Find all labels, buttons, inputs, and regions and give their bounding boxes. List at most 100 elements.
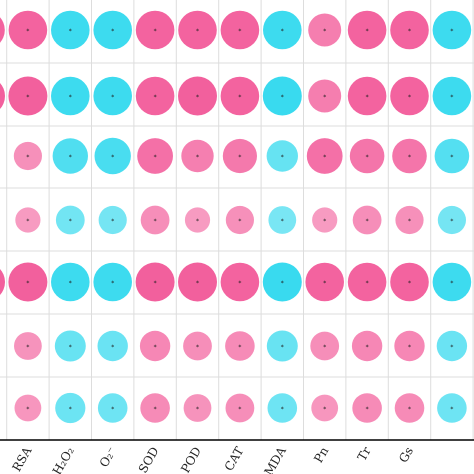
significance-star: * <box>366 344 369 351</box>
correlation-bubble <box>98 205 127 235</box>
x-tick-label: RSA <box>9 444 34 474</box>
correlation-bubble <box>436 330 468 362</box>
correlation-bubble <box>225 393 255 423</box>
significance-star: * <box>111 28 114 35</box>
correlation-bubble <box>51 76 90 116</box>
significance-star: * <box>366 406 369 413</box>
correlation-bubble <box>347 76 387 116</box>
significance-star: * <box>366 154 369 161</box>
correlation-bubble <box>183 331 212 361</box>
correlation-bubble <box>392 138 427 174</box>
bubble-layer: * * * * * * * * * * * * * * * * * * * * * * * * * * * * * * * * * * * * * * * *… <box>0 10 472 424</box>
correlation-bubble <box>55 392 86 424</box>
significance-star: * <box>196 218 199 225</box>
significance-star: * <box>111 218 114 225</box>
correlation-bubble <box>135 10 175 50</box>
x-tick-label: SOD <box>136 445 162 474</box>
correlation-bubble <box>14 394 42 422</box>
correlation-bubble <box>267 393 298 423</box>
significance-star: * <box>450 94 453 101</box>
correlation-bubble <box>14 332 42 360</box>
significance-star: * <box>154 344 157 351</box>
correlation-bubble <box>8 10 48 50</box>
significance-star: * <box>323 28 326 35</box>
x-tick-label: H₂O₂ <box>50 444 77 474</box>
significance-star: * <box>450 28 453 35</box>
significance-star: * <box>366 280 369 287</box>
significance-star: * <box>196 154 199 161</box>
significance-star: * <box>111 344 114 351</box>
correlation-bubble <box>97 330 128 362</box>
significance-star: * <box>69 406 72 413</box>
significance-star: * <box>323 280 326 287</box>
significance-star: * <box>154 280 157 287</box>
correlation-bubble <box>434 138 470 174</box>
correlation-bubble <box>437 205 466 235</box>
correlation-bubble <box>268 206 297 234</box>
significance-star: * <box>408 344 411 351</box>
correlation-bubble <box>184 207 211 233</box>
significance-star: * <box>196 28 199 35</box>
correlation-bubble <box>178 76 217 116</box>
correlation-bubble <box>139 330 171 362</box>
significance-star: * <box>26 154 29 161</box>
correlation-bubble <box>181 139 214 173</box>
correlation-bubble <box>437 393 467 423</box>
significance-star: * <box>450 154 453 161</box>
correlation-bubble <box>55 205 85 235</box>
x-tick-label: Gs <box>396 445 416 466</box>
significance-star: * <box>69 28 72 35</box>
x-tick-label: MDA <box>261 444 289 474</box>
significance-star: * <box>111 280 114 287</box>
correlation-bubble <box>54 330 86 362</box>
significance-star: * <box>238 280 241 287</box>
significance-star: * <box>69 94 72 101</box>
significance-star: * <box>154 218 157 225</box>
correlation-bubble <box>349 138 385 174</box>
correlation-bubble <box>225 205 254 235</box>
significance-star: * <box>26 280 29 287</box>
correlation-bubble <box>52 138 88 174</box>
significance-star: * <box>196 344 199 351</box>
significance-star: * <box>238 28 241 35</box>
correlation-bubble <box>97 393 128 423</box>
x-tick-label: O₂⁻ <box>97 445 120 470</box>
significance-star: * <box>69 344 72 351</box>
significance-star: * <box>69 154 72 161</box>
significance-star: * <box>323 94 326 101</box>
significance-star: * <box>281 344 284 351</box>
correlation-bubble <box>308 79 342 113</box>
correlation-bubble <box>220 76 260 116</box>
correlation-bubble <box>93 76 132 116</box>
significance-star: * <box>281 28 284 35</box>
significance-star: * <box>408 154 411 161</box>
correlation-bubble <box>263 10 302 50</box>
correlation-bubble <box>8 262 48 302</box>
correlation-bubble <box>306 138 343 174</box>
correlation-bubble <box>140 393 170 423</box>
significance-star: * <box>366 28 369 35</box>
correlation-bubble <box>0 82 5 110</box>
correlation-bubble <box>140 205 170 235</box>
significance-star: * <box>281 218 284 225</box>
correlation-bubble <box>0 17 5 43</box>
correlation-bubble <box>225 331 255 361</box>
significance-star: * <box>450 344 453 351</box>
correlation-bubble <box>312 207 338 233</box>
correlation-bubble <box>351 330 383 362</box>
significance-star: * <box>281 406 284 413</box>
x-tick-label: Pn <box>311 444 331 465</box>
significance-star: * <box>196 406 199 413</box>
correlation-bubble <box>308 13 342 47</box>
significance-star: * <box>69 280 72 287</box>
significance-star: * <box>154 154 157 161</box>
correlation-bubble <box>51 262 90 302</box>
correlation-bubble <box>178 262 217 302</box>
significance-star: * <box>238 406 241 413</box>
x-axis-labels: RSA H₂O₂ O₂⁻ SOD POD CAT MDA Pn Tr Gs <box>9 444 416 474</box>
correlation-bubble <box>262 76 302 116</box>
significance-star: * <box>281 280 284 287</box>
significance-star: * <box>238 94 241 101</box>
correlation-bubble <box>352 393 382 423</box>
significance-star: * <box>281 94 284 101</box>
